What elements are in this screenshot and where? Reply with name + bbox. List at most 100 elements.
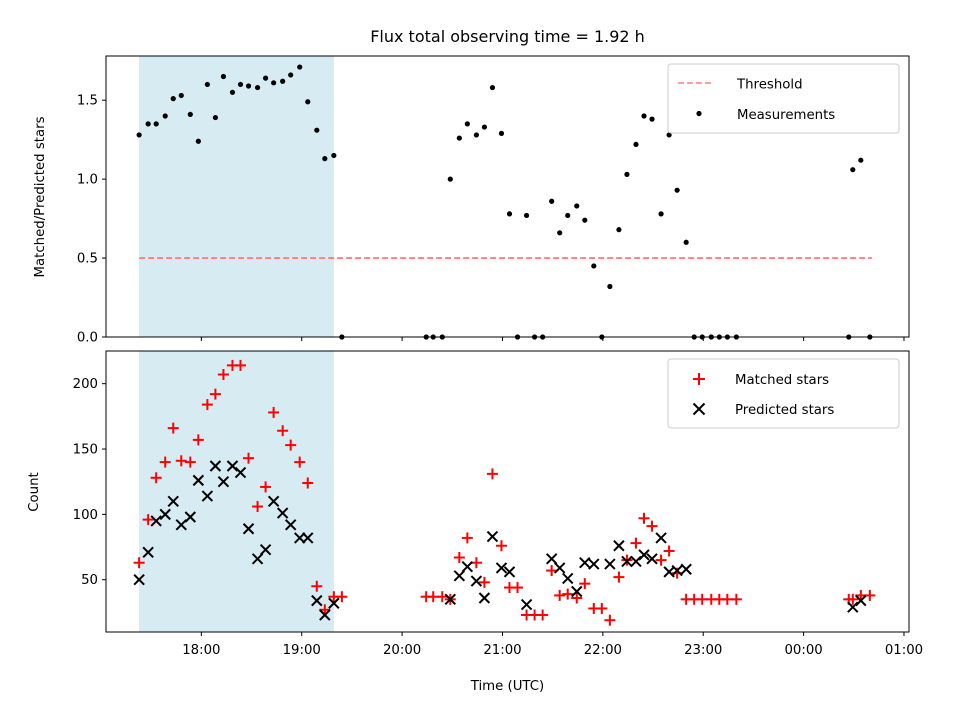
predicted-star-marker <box>571 585 583 598</box>
predicted-marker-b <box>486 530 499 543</box>
predicted-star-marker <box>133 574 145 586</box>
ratio-axes: 0.0 0.5 1.0 1.5 <box>77 55 910 346</box>
predicted-star-marker <box>175 519 187 531</box>
measurement-point <box>305 99 311 105</box>
matched-star-marker <box>486 468 498 480</box>
threshold-legend-label: Threshold <box>736 78 803 93</box>
predicted-star-marker <box>311 594 323 607</box>
matched-star-marker <box>604 614 616 626</box>
matched-star-marker <box>268 406 280 418</box>
matched-star-marker <box>470 557 482 569</box>
count-y-tick-label: 50 <box>81 573 98 588</box>
measurement-point <box>229 89 236 95</box>
measurement-point <box>666 132 672 138</box>
observing-span-shade <box>139 56 334 337</box>
matched-star-marker <box>554 589 566 601</box>
predicted-star-marker <box>217 475 230 488</box>
measurement-point <box>447 176 453 182</box>
predicted-star-marker <box>646 553 658 565</box>
predicted-marker-b <box>470 575 483 587</box>
measurement-point <box>178 92 184 99</box>
predicted-star-marker <box>855 594 867 607</box>
measurement-point <box>212 114 219 121</box>
matched-star-marker <box>209 388 221 400</box>
matched-legend-swatch <box>693 373 705 385</box>
matched-legend-label: Matched stars <box>735 373 829 388</box>
matched-star-marker <box>311 580 323 592</box>
predicted-marker-b <box>604 558 616 570</box>
predicted-star-marker <box>142 546 154 558</box>
time-x-tick-label: 23:00 <box>684 643 722 658</box>
measurement-point <box>322 156 328 162</box>
count-axes-frame <box>105 350 910 633</box>
measurement-point <box>506 211 513 217</box>
predicted-marker-b <box>655 532 667 544</box>
predicted-marker-b <box>638 549 650 561</box>
predicted-marker-b <box>242 523 255 535</box>
measurement-point <box>280 78 286 84</box>
matched-star-marker <box>571 592 583 604</box>
measurement-point <box>607 283 613 290</box>
measurement-point <box>162 113 168 119</box>
measurement-point <box>136 132 142 138</box>
ratio-y-tick-label: 1.5 <box>77 94 98 109</box>
predicted-marker-b <box>192 474 205 487</box>
count-legend-box <box>667 358 900 429</box>
matched-star-marker <box>730 593 742 605</box>
matched-star-marker <box>336 591 348 603</box>
measurement-point <box>858 157 864 163</box>
ratio-panel: 0.0 0.5 1.0 1.5 Matched/Predicted stars Thr… <box>33 55 910 346</box>
matched-star-marker <box>235 359 247 371</box>
predicted-marker-b <box>613 540 625 552</box>
measurement-point <box>288 72 294 78</box>
predicted-marker-b <box>234 466 247 479</box>
ratio-legend-box <box>667 63 900 134</box>
matched-star-marker <box>579 578 591 590</box>
matched-star-marker <box>302 477 314 489</box>
time-x-tick-label: 21:00 <box>483 643 521 658</box>
predicted-marker-b <box>209 460 222 472</box>
predicted-star-marker <box>486 530 499 543</box>
predicted-star-marker <box>226 460 239 472</box>
measurement-point <box>153 121 159 127</box>
predicted-marker-b <box>284 519 297 531</box>
matched-star-marker <box>192 434 204 446</box>
matched-star-marker <box>537 609 549 621</box>
predicted-marker-b <box>150 515 162 527</box>
measurement-point <box>523 212 530 219</box>
predicted-marker-b <box>461 560 474 573</box>
matched-star-marker <box>478 576 490 588</box>
count-y-tick-label: 100 <box>73 508 98 523</box>
ratio-legend: Threshold Measurements <box>667 63 900 134</box>
predicted-star-marker <box>201 490 214 502</box>
predicted-marker-b <box>553 562 566 574</box>
matched-star-marker <box>596 602 608 614</box>
predicted-marker-b <box>142 546 154 558</box>
ratio-y-tick-label: 0.5 <box>77 252 98 267</box>
predicted-star-marker <box>192 474 205 487</box>
predicted-star-marker <box>621 555 633 568</box>
time-x-tick-label: 18:00 <box>182 643 220 658</box>
measurement-point <box>237 81 244 88</box>
measurement-point <box>616 227 622 233</box>
matched-star-marker <box>294 456 306 468</box>
predicted-legend-swatch <box>692 402 706 416</box>
count-legend: Matched stars Predicted stars <box>667 358 900 429</box>
measurement-point <box>683 239 689 245</box>
predicted-marker-b <box>671 564 683 577</box>
measurement-point <box>641 113 647 119</box>
predicted-marker-b <box>201 490 214 502</box>
predicted-marker-b <box>520 598 533 611</box>
matched-star-marker <box>319 604 331 616</box>
count-panel: 50 100 150 200 18:00 19:00 20:00 21:00 22:00 23:0… <box>27 350 923 694</box>
predicted-marker-b <box>478 592 491 604</box>
matched-star-marker <box>546 565 558 577</box>
time-x-tick-label: 22:00 <box>584 643 622 658</box>
predicted-marker-b <box>319 609 331 621</box>
measurement-point <box>624 171 630 177</box>
predicted-marker-b <box>855 594 867 607</box>
predicted-star-marker <box>470 575 483 587</box>
time-x-tick-label: 01:00 <box>885 643 923 658</box>
measurement-point <box>220 73 227 80</box>
